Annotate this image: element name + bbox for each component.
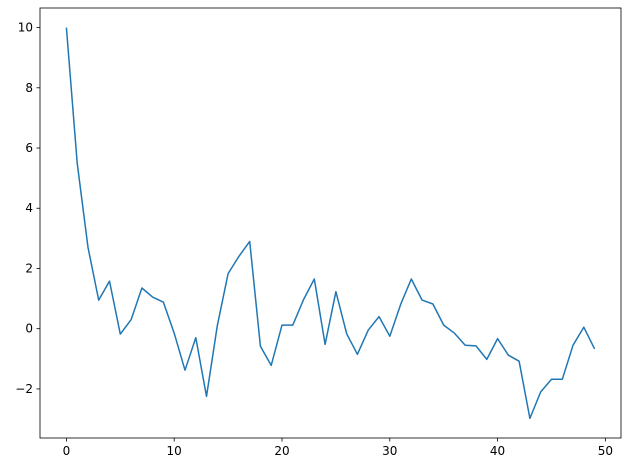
x-tick-label: 0 <box>63 444 71 458</box>
x-tick-label: 20 <box>274 444 289 458</box>
axes-frame <box>39 7 622 439</box>
y-tick-label: 6 <box>25 141 33 155</box>
x-tick-label: 40 <box>490 444 505 458</box>
y-tick-label: 10 <box>18 21 33 35</box>
x-tick-label: 30 <box>382 444 397 458</box>
x-tick-label: 50 <box>598 444 613 458</box>
series-line <box>65 27 596 420</box>
y-tick-label: 2 <box>25 261 33 275</box>
x-tick-label: 10 <box>167 444 182 458</box>
y-tick-label: −2 <box>15 382 33 396</box>
y-tick-label: 0 <box>25 322 33 336</box>
y-tick-label: 8 <box>25 81 33 95</box>
y-tick-label: 4 <box>25 201 33 215</box>
